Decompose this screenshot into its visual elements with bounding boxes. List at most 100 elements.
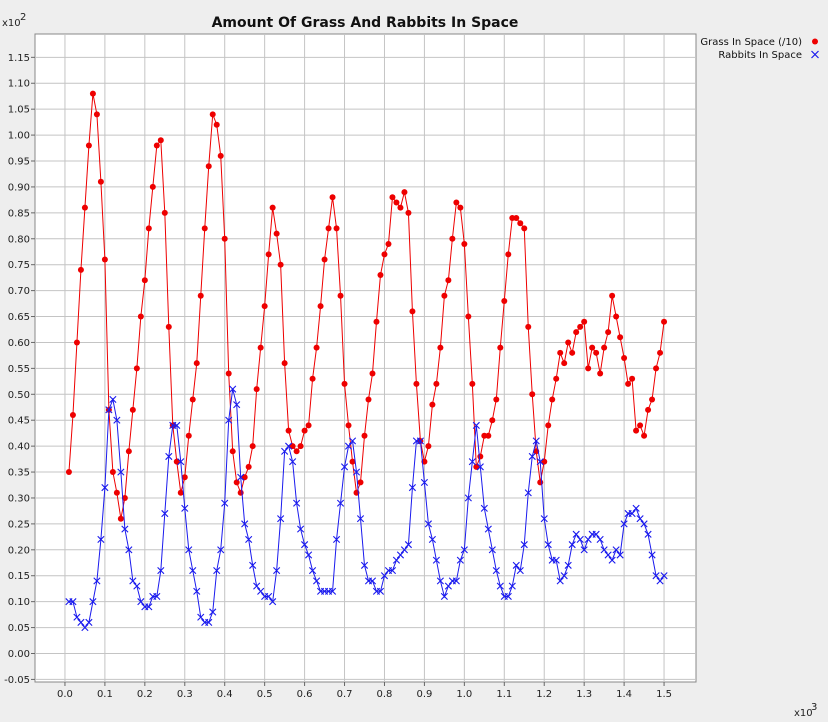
data-point <box>432 556 440 564</box>
data-point <box>173 421 181 429</box>
legend-marker-grass <box>812 38 818 45</box>
data-point <box>569 349 576 356</box>
data-point <box>521 225 528 232</box>
x-tick-label: 1.5 <box>656 689 672 700</box>
series-line <box>68 388 665 629</box>
data-point <box>496 582 504 590</box>
data-point <box>185 546 193 554</box>
data-point <box>245 535 253 544</box>
data-point <box>289 443 296 450</box>
data-point <box>193 587 201 595</box>
data-point <box>572 530 580 538</box>
data-point <box>444 582 452 590</box>
data-point <box>277 515 285 523</box>
y-tick-label: 0.60 <box>8 338 30 349</box>
data-point <box>349 458 356 465</box>
data-point <box>312 577 321 585</box>
y-tick-label: 0.70 <box>8 286 30 297</box>
data-point <box>409 308 416 315</box>
data-point <box>468 458 476 466</box>
y-tick-label: 0.05 <box>8 623 30 634</box>
data-point <box>73 613 81 621</box>
data-point <box>449 235 456 242</box>
data-point <box>101 256 108 263</box>
x-tick-label: 0.4 <box>217 689 233 700</box>
data-point <box>217 546 225 554</box>
data-point <box>352 468 361 476</box>
data-point <box>437 344 444 351</box>
y-tick-label: 0.10 <box>8 597 30 608</box>
data-point <box>81 623 89 632</box>
data-point <box>113 489 120 496</box>
data-point <box>177 458 185 466</box>
data-point <box>565 339 572 346</box>
legend-marker-rabbits <box>811 50 819 59</box>
data-point <box>440 592 448 601</box>
data-point <box>637 422 644 429</box>
data-point <box>552 556 560 564</box>
data-point <box>553 375 560 382</box>
x-tick-label: 0.3 <box>177 689 193 700</box>
data-point <box>321 256 328 263</box>
data-point <box>253 386 260 393</box>
data-point <box>289 458 297 466</box>
series-line <box>68 93 665 519</box>
data-point <box>557 349 564 356</box>
data-point <box>97 178 104 185</box>
data-point <box>501 297 508 304</box>
data-point <box>113 416 121 424</box>
data-point <box>381 251 388 258</box>
data-point <box>357 479 364 486</box>
x-tick-label: 0.9 <box>416 689 432 700</box>
data-point <box>225 370 232 377</box>
x-tick-label: 1.2 <box>536 689 552 700</box>
data-point <box>237 473 245 481</box>
data-point <box>145 603 153 611</box>
data-point <box>524 489 532 497</box>
data-point <box>205 163 212 170</box>
data-point <box>181 474 188 481</box>
data-point <box>540 515 548 523</box>
data-point <box>273 230 280 237</box>
data-point <box>560 572 568 580</box>
data-point <box>576 535 584 544</box>
data-point <box>648 551 656 559</box>
data-point <box>469 380 476 387</box>
data-point <box>189 566 197 575</box>
y-tick-label: 1.10 <box>8 79 30 90</box>
data-point <box>340 463 349 471</box>
data-point <box>600 546 608 554</box>
data-point <box>420 478 428 487</box>
data-point <box>341 380 348 387</box>
data-point <box>225 416 233 424</box>
y-tick-label: 0.00 <box>8 649 30 660</box>
data-point <box>528 452 536 461</box>
x-tick-label: 1.0 <box>456 689 472 700</box>
data-point <box>221 499 229 507</box>
data-point <box>365 396 372 403</box>
data-point <box>173 458 180 465</box>
data-point <box>604 551 612 559</box>
legend: Grass In Space (/10) Rabbits In Space <box>700 37 819 61</box>
data-point <box>121 494 128 501</box>
data-point <box>625 380 632 387</box>
data-point <box>608 556 616 564</box>
x-tick-label: 1.4 <box>616 689 632 700</box>
data-point <box>568 541 576 549</box>
data-point <box>277 261 284 268</box>
data-point <box>77 266 84 273</box>
data-point <box>265 592 273 601</box>
data-point <box>313 344 320 351</box>
data-point <box>369 370 376 377</box>
data-point <box>661 318 668 325</box>
data-point <box>221 235 228 242</box>
data-point <box>333 225 340 232</box>
data-point <box>285 427 292 434</box>
data-point <box>541 458 548 465</box>
data-point <box>493 396 500 403</box>
data-point <box>425 443 432 450</box>
data-point <box>345 422 352 429</box>
x-tick-label: 1.3 <box>576 689 592 700</box>
x-tick-label: 0.0 <box>57 689 73 700</box>
